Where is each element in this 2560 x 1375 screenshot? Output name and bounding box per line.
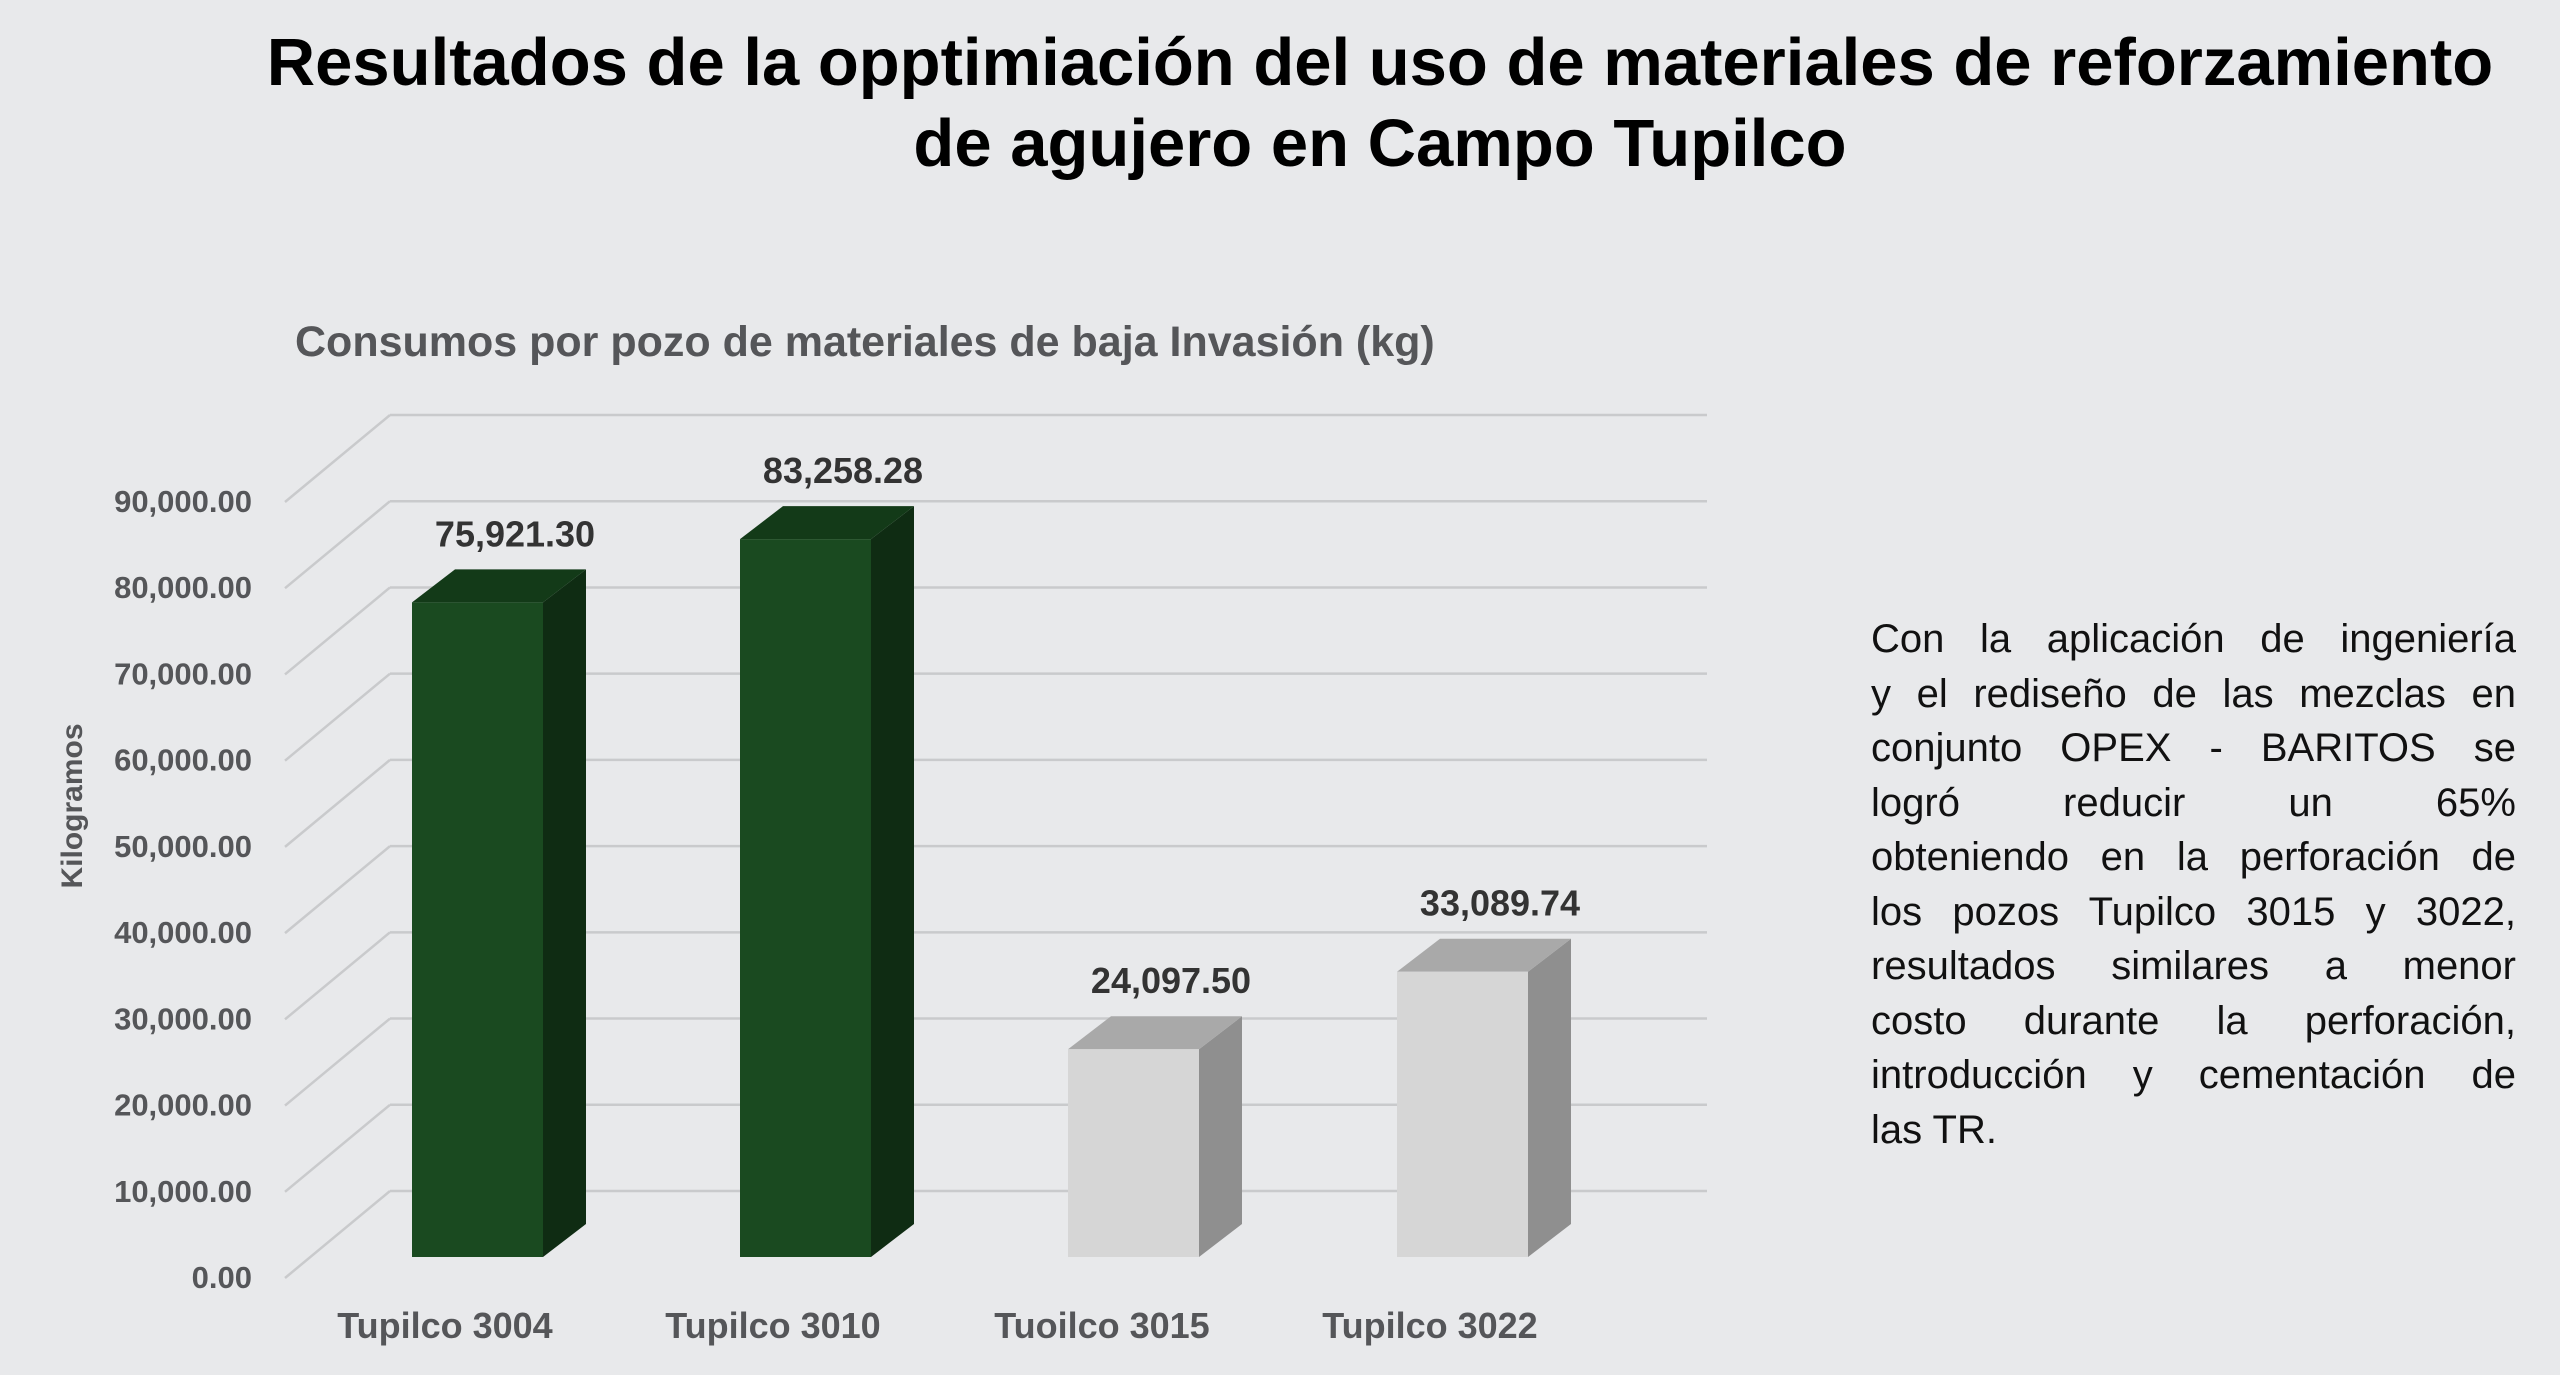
gridline bbox=[284, 413, 1707, 503]
description-line: obteniendo en la perforación de bbox=[1871, 835, 2516, 879]
description-line: logró reducir un 65% bbox=[1871, 780, 2516, 825]
description-line: y el rediseño de las mezclas en bbox=[1871, 671, 2516, 716]
bar-top bbox=[1068, 1016, 1242, 1050]
gridline bbox=[284, 931, 1707, 1021]
y-tick-label: 50,000.00 bbox=[114, 829, 252, 864]
y-tick-labels: 0.00 10,000.00 20,000.00 30,000.00 40,000.00… bbox=[114, 484, 252, 1295]
bar bbox=[1397, 938, 1571, 1257]
description-line: resultados similares a menor bbox=[1871, 944, 2516, 988]
gridline bbox=[284, 758, 1707, 848]
slide-title-line-2: de agujero en Campo Tupilco bbox=[913, 106, 1847, 181]
bar-side bbox=[543, 569, 586, 1257]
bar-side bbox=[1528, 938, 1571, 1257]
description-line: conjunto OPEX - BARITOS se bbox=[1871, 726, 2516, 770]
y-tick-label: 90,000.00 bbox=[114, 484, 252, 519]
y-tick-label: 70,000.00 bbox=[114, 656, 252, 691]
bar-front bbox=[1397, 971, 1528, 1257]
slide-title-line-1: Resultados de la opptimiación del uso de… bbox=[266, 25, 2494, 100]
y-tick-label: 10,000.00 bbox=[114, 1174, 252, 1209]
bars: 75,921.30 Tupilco 3004 83,258.28 Tupilco 30… bbox=[337, 450, 1580, 1346]
bar-value-label: 33,089.74 bbox=[1420, 883, 1580, 924]
x-tick-label: Tupilco 3022 bbox=[1322, 1305, 1537, 1346]
bar-side bbox=[871, 506, 914, 1257]
bar-top bbox=[412, 569, 586, 603]
bar-front bbox=[412, 602, 543, 1257]
bar-side bbox=[1199, 1016, 1242, 1257]
bar bbox=[412, 569, 586, 1257]
y-tick-label: 30,000.00 bbox=[114, 1001, 252, 1036]
y-tick-label: 0.00 bbox=[192, 1260, 252, 1295]
slide-title: Resultados de la opptimiación del uso de… bbox=[200, 22, 2560, 184]
bar-top bbox=[1397, 938, 1571, 972]
description-line: Con la aplicación de ingeniería bbox=[1871, 617, 2516, 661]
x-tick-label: Tupilco 3004 bbox=[337, 1305, 552, 1346]
bar-value-label: 75,921.30 bbox=[435, 513, 595, 554]
bar-value-label: 24,097.50 bbox=[1091, 960, 1251, 1001]
gridline bbox=[284, 672, 1707, 762]
description-line: los pozos Tupilco 3015 y 3022, bbox=[1871, 889, 2516, 934]
chart-title: Consumos por pozo de materiales de baja … bbox=[295, 318, 1435, 366]
bar-top bbox=[740, 506, 914, 540]
description-line: las TR. bbox=[1871, 1107, 1997, 1152]
y-tick-label: 60,000.00 bbox=[114, 743, 252, 778]
gridline bbox=[284, 586, 1707, 676]
bar-front bbox=[740, 539, 871, 1257]
y-tick-label: 80,000.00 bbox=[114, 570, 252, 605]
x-tick-label: Tupilco 3010 bbox=[665, 1305, 880, 1346]
y-axis-title: Kilogramos bbox=[56, 723, 89, 888]
bar-value-label: 83,258.28 bbox=[763, 450, 923, 491]
gridline bbox=[284, 499, 1707, 590]
bar-front bbox=[1068, 1049, 1199, 1257]
bar bbox=[1068, 1016, 1242, 1257]
y-tick-label: 20,000.00 bbox=[114, 1088, 252, 1123]
description-line: introducción y cementación de bbox=[1871, 1053, 2516, 1097]
gridline bbox=[284, 844, 1707, 935]
description-line: costo durante la perforación, bbox=[1871, 998, 2516, 1043]
x-tick-label: Tuoilco 3015 bbox=[994, 1305, 1209, 1346]
y-tick-label: 40,000.00 bbox=[114, 915, 252, 950]
bar bbox=[740, 506, 914, 1257]
description-paragraph: Con la aplicación de ingeniería y el red… bbox=[1871, 612, 2516, 1157]
